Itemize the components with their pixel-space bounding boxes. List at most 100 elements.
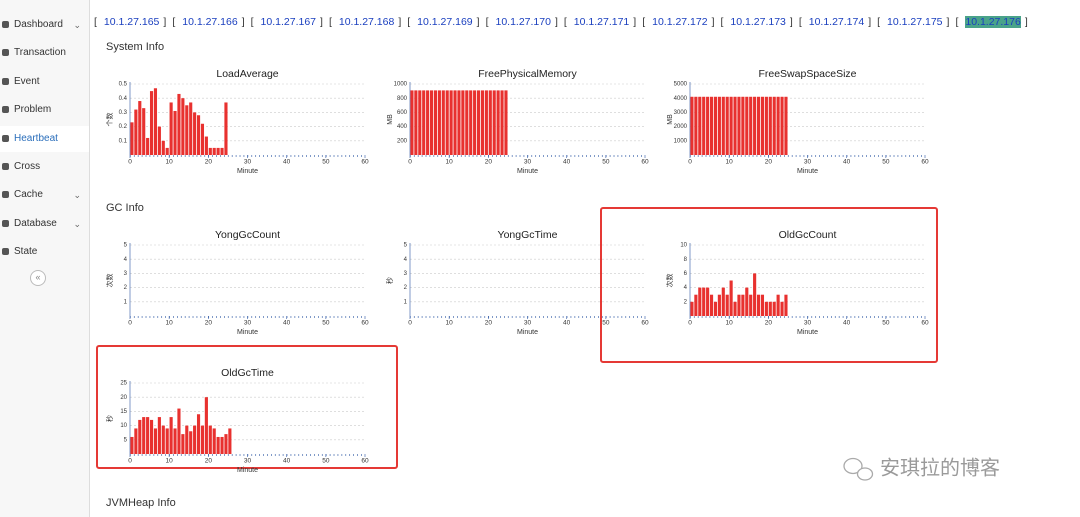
bracket: [ xyxy=(955,16,959,28)
y-tick-label: 3 xyxy=(404,271,408,277)
y-axis-label: 次数 xyxy=(665,274,674,288)
y-tick-label: 0.5 xyxy=(119,82,128,88)
x-tick-label: 40 xyxy=(563,320,571,327)
menu-item[interactable]: Problem xyxy=(0,97,89,123)
menu-item[interactable]: Database ⌄ xyxy=(0,211,89,237)
y-tick-label: 4000 xyxy=(674,96,688,102)
bracket: ] xyxy=(163,16,167,28)
bar xyxy=(745,96,749,155)
host-link[interactable]: 10.1.27.165 xyxy=(103,16,160,28)
y-tick-label: 3 xyxy=(124,271,128,277)
y-tick-label: 10 xyxy=(120,423,127,429)
y-axis-label: 秒 xyxy=(105,415,114,422)
bar xyxy=(169,417,173,454)
bar xyxy=(196,115,201,155)
host-link[interactable]: 10.1.27.175 xyxy=(887,16,943,28)
host-link[interactable]: 10.1.27.172 xyxy=(652,16,708,28)
y-tick-label: 0.2 xyxy=(119,124,128,130)
bar xyxy=(492,90,496,155)
bar xyxy=(706,96,710,155)
x-tick-label: 10 xyxy=(726,320,734,327)
host-entry: [10.1.27.167] xyxy=(251,16,326,28)
watermark: 安琪拉的博客 xyxy=(843,456,1000,481)
bar xyxy=(764,96,768,155)
bar xyxy=(768,96,772,155)
bar xyxy=(698,96,702,155)
bar xyxy=(753,96,757,155)
bar xyxy=(173,428,177,454)
bar xyxy=(142,417,146,454)
bar xyxy=(433,90,438,155)
bracket: ] xyxy=(633,16,637,28)
menu-item[interactable]: Cross xyxy=(0,154,89,180)
x-tick-label: 30 xyxy=(524,320,532,327)
y-tick-label: 4 xyxy=(684,285,688,291)
y-tick-label: 2 xyxy=(404,285,408,291)
bar xyxy=(189,431,193,454)
x-tick-label: 50 xyxy=(882,320,890,327)
bar xyxy=(484,90,488,155)
host-link[interactable]: 10.1.27.169 xyxy=(417,16,473,28)
menu-item[interactable]: State xyxy=(0,239,89,265)
x-tick-label: 40 xyxy=(563,159,571,166)
collapse-button[interactable]: « xyxy=(30,270,46,286)
host-entry: [10.1.27.168] xyxy=(329,16,404,28)
bar xyxy=(729,280,733,316)
x-tick-label: 60 xyxy=(361,320,369,327)
bar xyxy=(737,96,741,155)
x-tick-label: 60 xyxy=(361,159,369,166)
y-tick-label: 6 xyxy=(684,271,688,277)
bar xyxy=(228,428,232,454)
x-tick-label: 30 xyxy=(524,159,532,166)
bar xyxy=(745,287,749,316)
bar xyxy=(756,96,761,155)
menu-item[interactable]: Dashboard ⌄ xyxy=(0,12,89,38)
x-tick-label: 10 xyxy=(166,320,174,327)
host-link[interactable]: 10.1.27.171 xyxy=(573,16,630,28)
bar xyxy=(768,301,772,316)
x-tick-label: 30 xyxy=(804,159,812,166)
x-tick-label: 50 xyxy=(322,458,330,465)
menu-item[interactable]: Cache ⌄ xyxy=(0,182,89,208)
y-tick-label: 2000 xyxy=(674,124,688,130)
host-link[interactable]: 10.1.27.173 xyxy=(730,16,786,28)
x-tick-label: 50 xyxy=(882,159,890,166)
chevron: ⌄ xyxy=(73,20,81,30)
x-tick-label: 50 xyxy=(322,320,330,327)
bar xyxy=(753,273,757,316)
bar xyxy=(212,147,216,155)
menu-item[interactable]: Transaction xyxy=(0,40,89,66)
bar xyxy=(437,90,441,155)
host-link[interactable]: 10.1.27.174 xyxy=(808,16,865,28)
host-entry: [10.1.27.172] xyxy=(642,16,717,28)
wechat-icon xyxy=(843,457,863,475)
host-link[interactable]: 10.1.27.167 xyxy=(260,16,317,28)
host-link[interactable]: 10.1.27.170 xyxy=(495,16,551,28)
bar xyxy=(146,137,150,155)
bracket: [ xyxy=(877,16,881,28)
x-tick-label: 40 xyxy=(283,320,291,327)
x-tick-label: 50 xyxy=(602,159,610,166)
menu-item[interactable]: Heartbeat xyxy=(0,125,89,152)
bar xyxy=(496,90,500,155)
bar xyxy=(138,419,142,454)
bar xyxy=(733,96,737,155)
host-list: [10.1.27.165][10.1.27.166][10.1.27.167][… xyxy=(94,16,1034,28)
x-tick-label: 10 xyxy=(166,458,174,465)
host-link[interactable]: 10.1.27.168 xyxy=(338,16,395,28)
sidebar: Dashboard ⌄ Transaction Event Problem Heartbe… xyxy=(0,0,90,517)
menu-item[interactable]: Event xyxy=(0,69,89,95)
bar xyxy=(776,294,780,316)
host-link[interactable]: 10.1.27.176 xyxy=(965,16,1021,28)
x-tick-label: 20 xyxy=(205,320,213,327)
bracket: ] xyxy=(789,16,793,28)
y-tick-label: 20 xyxy=(120,395,127,401)
bar xyxy=(142,108,146,155)
host-link[interactable]: 10.1.27.166 xyxy=(182,16,238,28)
bar xyxy=(138,101,142,155)
bar xyxy=(149,91,154,155)
bar xyxy=(741,96,745,155)
bracket: [ xyxy=(798,16,802,28)
x-axis-label: Minute xyxy=(797,329,818,336)
bar xyxy=(694,96,698,155)
